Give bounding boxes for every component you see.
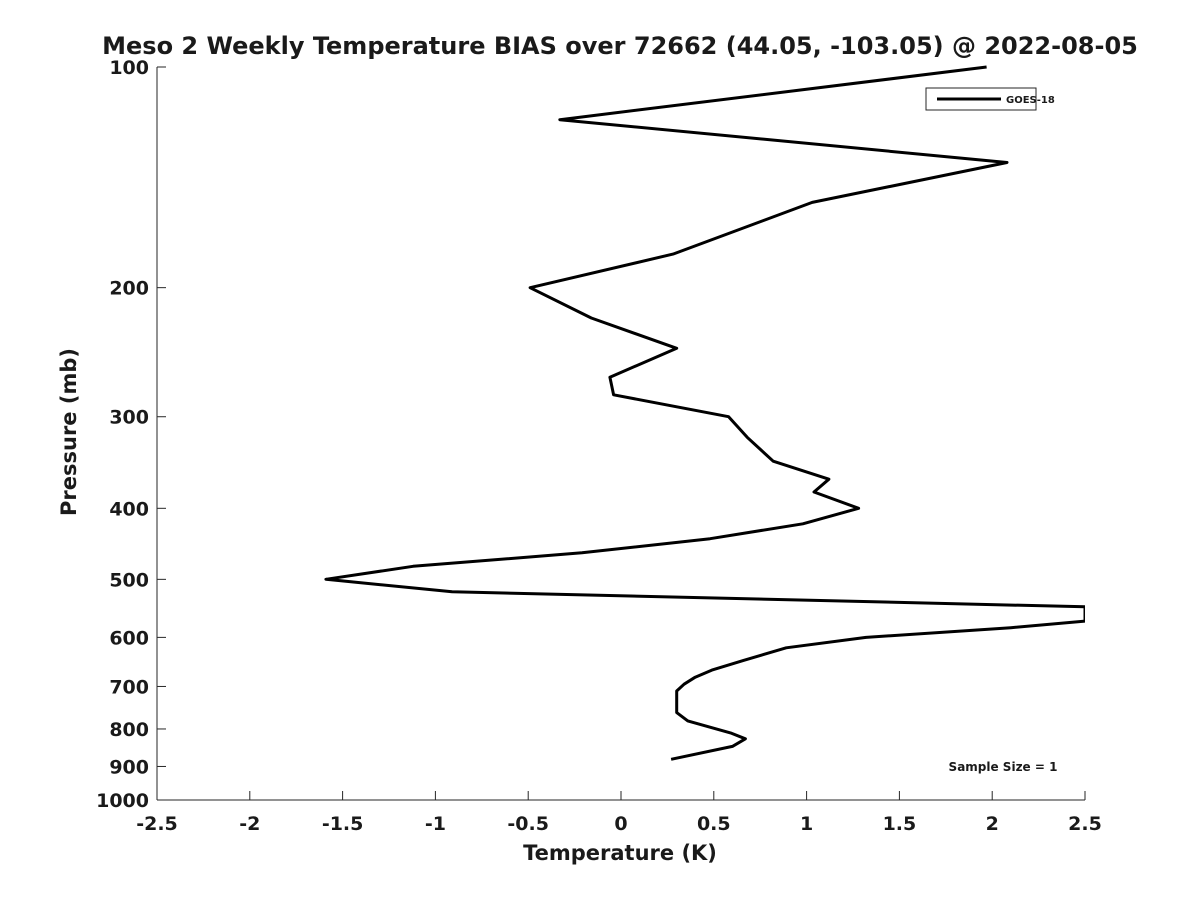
x-tick-label: 2.5 <box>1068 813 1102 835</box>
x-axis-label: Temperature (K) <box>523 841 717 865</box>
y-tick-label: 1000 <box>96 790 149 812</box>
x-tick-label: 2 <box>986 813 999 835</box>
x-tick-label: 1 <box>800 813 813 835</box>
x-tick-label: -0.5 <box>507 813 549 835</box>
y-tick-label: 600 <box>109 627 149 649</box>
x-tick-label: 0.5 <box>697 813 731 835</box>
series-line <box>324 65 1085 761</box>
legend: GOES-18 <box>925 87 1055 111</box>
axes: -2.5 -2 -1.5 -1 -0.5 0 0.5 1 1.5 2 2.5 100 200 300 400… <box>96 57 1102 835</box>
x-tick-label: -1 <box>425 813 446 835</box>
x-tick-label: 0 <box>614 813 627 835</box>
sample-size-annotation: Sample Size = 1 <box>949 760 1058 774</box>
x-tick-label: -1.5 <box>322 813 364 835</box>
y-tick-label: 300 <box>109 407 149 429</box>
chart-title: Meso 2 Weekly Temperature BIAS over 7266… <box>102 32 1138 60</box>
y-tick-label: 900 <box>109 756 149 778</box>
x-tick-label: 1.5 <box>883 813 917 835</box>
y-tick-label: 400 <box>109 498 149 520</box>
legend-label: GOES-18 <box>1006 95 1055 106</box>
x-tick-label: -2 <box>239 813 260 835</box>
y-tick-label: 700 <box>109 676 149 698</box>
y-axis-label: Pressure (mb) <box>57 348 81 516</box>
x-tick-label: -2.5 <box>136 813 178 835</box>
plot-area <box>324 65 1085 761</box>
y-tick-label: 200 <box>109 278 149 300</box>
y-tick-label: 500 <box>109 569 149 591</box>
y-tick-label: 100 <box>109 57 149 79</box>
y-tick-label: 800 <box>109 719 149 741</box>
